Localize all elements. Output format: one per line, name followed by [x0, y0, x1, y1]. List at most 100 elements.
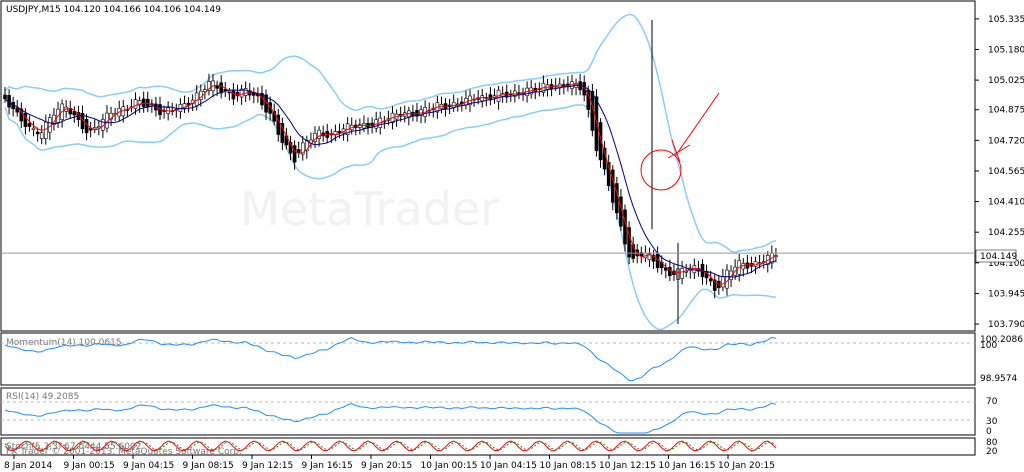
stochastic-label: Stoch(5,3,3) 67.0444 55.6002 — [6, 442, 141, 452]
price-tick-label: 103.945 — [988, 289, 1024, 299]
candle-body — [137, 100, 142, 106]
candle-body — [668, 267, 672, 276]
time-tick-label: 8 Jan 2014 — [4, 461, 52, 471]
current-price-label: 104.149 — [980, 252, 1017, 262]
candle-body — [480, 95, 485, 102]
ma-fast-line — [4, 84, 777, 285]
price-tick-label: 105.025 — [988, 76, 1024, 86]
candle-body — [15, 107, 20, 113]
rsi-scale-30: 30 — [986, 417, 998, 427]
candle-body — [92, 127, 97, 130]
time-tick-label: 10 Jan 12:15 — [599, 461, 656, 471]
moving-averages — [4, 84, 777, 285]
candle-body — [288, 142, 293, 154]
candle-body — [725, 269, 729, 289]
price-panel[interactable] — [0, 0, 976, 332]
candle-body — [280, 123, 285, 143]
candle-body — [598, 122, 603, 161]
stochastic-main-line — [4, 440, 777, 452]
rsi-panel[interactable] — [0, 387, 976, 436]
candle-body — [647, 253, 652, 261]
candle-body — [692, 265, 697, 274]
chart-title: USDJPY,M15 104.120 104.166 104.106 104.1… — [6, 5, 221, 15]
momentum-scale-bottom: 98.9574 — [980, 374, 1017, 384]
ma-slow-line — [4, 84, 777, 278]
candle-body — [582, 82, 587, 96]
metatrader-watermark: MetaTrader — [240, 182, 499, 236]
annotation-line-up — [675, 92, 720, 156]
candle-body — [27, 122, 32, 127]
momentum-line — [4, 336, 777, 382]
candle-body — [708, 278, 713, 282]
time-tick-label: 10 Jan 20:15 — [718, 461, 775, 471]
candle-body — [594, 96, 599, 152]
candle-body — [3, 94, 7, 100]
candle-body — [753, 261, 758, 267]
price-tick-label: 105.180 — [988, 45, 1024, 55]
candle-body — [639, 252, 644, 257]
candle-body — [72, 111, 77, 116]
price-tick-label: 105.335 — [988, 15, 1024, 25]
time-tick-label: 9 Jan 20:15 — [361, 461, 412, 471]
candle-body — [207, 81, 211, 91]
annotation-line-cross — [667, 144, 691, 159]
current-price-box — [975, 249, 1017, 263]
candle-body — [729, 270, 733, 280]
annotation — [640, 92, 720, 191]
candle-body — [672, 270, 676, 275]
time-tick-label: 9 Jan 16:15 — [302, 461, 353, 471]
candle-body — [268, 102, 272, 114]
momentum-scale-top: 100.2086 — [980, 335, 1023, 345]
time-axis: 8 Jan 2014 9 Jan 00:15 9 Jan 04:15 9 Jan 08… — [4, 455, 775, 471]
candle-body — [19, 108, 24, 122]
candle-body — [606, 162, 611, 187]
time-tick-label: 10 Jan 04:15 — [480, 461, 537, 471]
candle-body — [757, 262, 762, 264]
candle-body — [186, 102, 191, 106]
candle-body — [455, 103, 460, 106]
candle-body — [223, 88, 228, 92]
candle-body — [97, 126, 101, 129]
copyright-text: FX Trader © 2001-2013, MetaQuotes Softwa… — [6, 447, 242, 457]
stoch-scale-20: 20 — [986, 447, 998, 457]
candle-body — [300, 142, 305, 155]
time-tick-label: 9 Jan 08:15 — [183, 461, 234, 471]
candle-body — [243, 88, 248, 96]
stoch-scale-80: 80 — [986, 438, 998, 448]
time-tick-label: 10 Jan 08:15 — [540, 461, 597, 471]
candle-body — [623, 209, 627, 245]
momentum-panel[interactable] — [0, 332, 976, 386]
time-tick-label: 9 Jan 04:15 — [123, 461, 174, 471]
candle-body — [712, 279, 717, 291]
rsi-scale-70: 70 — [986, 397, 998, 407]
candle-body — [35, 131, 40, 135]
rsi-label: RSI(14) 49.2085 — [6, 392, 79, 402]
candle-body — [680, 268, 684, 279]
candle-body — [627, 227, 631, 258]
price-tick-label: 103.790 — [988, 320, 1024, 330]
candle-body — [651, 254, 656, 262]
time-tick-label: 10 Jan 00:15 — [421, 461, 478, 471]
bollinger-lower — [4, 104, 776, 331]
candle-body — [337, 130, 342, 134]
price-tick-label: 104.875 — [988, 106, 1024, 116]
candle-body — [39, 132, 44, 139]
price-tick-label: 104.410 — [988, 198, 1024, 208]
candle-body — [745, 262, 750, 269]
candle-body — [721, 276, 725, 288]
candle-body — [631, 244, 635, 259]
price-tick-label: 104.255 — [988, 228, 1024, 238]
price-axis: 105.335 105.180 105.025 104.875 104.720 104.5… — [975, 15, 1024, 330]
candle-body — [133, 99, 138, 109]
stochastic-panel[interactable] — [0, 437, 976, 456]
candle-body — [203, 89, 207, 92]
candle-body — [219, 82, 223, 94]
bollinger-upper — [4, 13, 777, 254]
candle-body — [141, 98, 146, 107]
price-tick-label: 104.565 — [988, 167, 1024, 177]
bollinger-bands — [4, 13, 777, 331]
time-tick-label: 9 Jan 12:15 — [242, 461, 293, 471]
candle-body — [655, 253, 660, 269]
